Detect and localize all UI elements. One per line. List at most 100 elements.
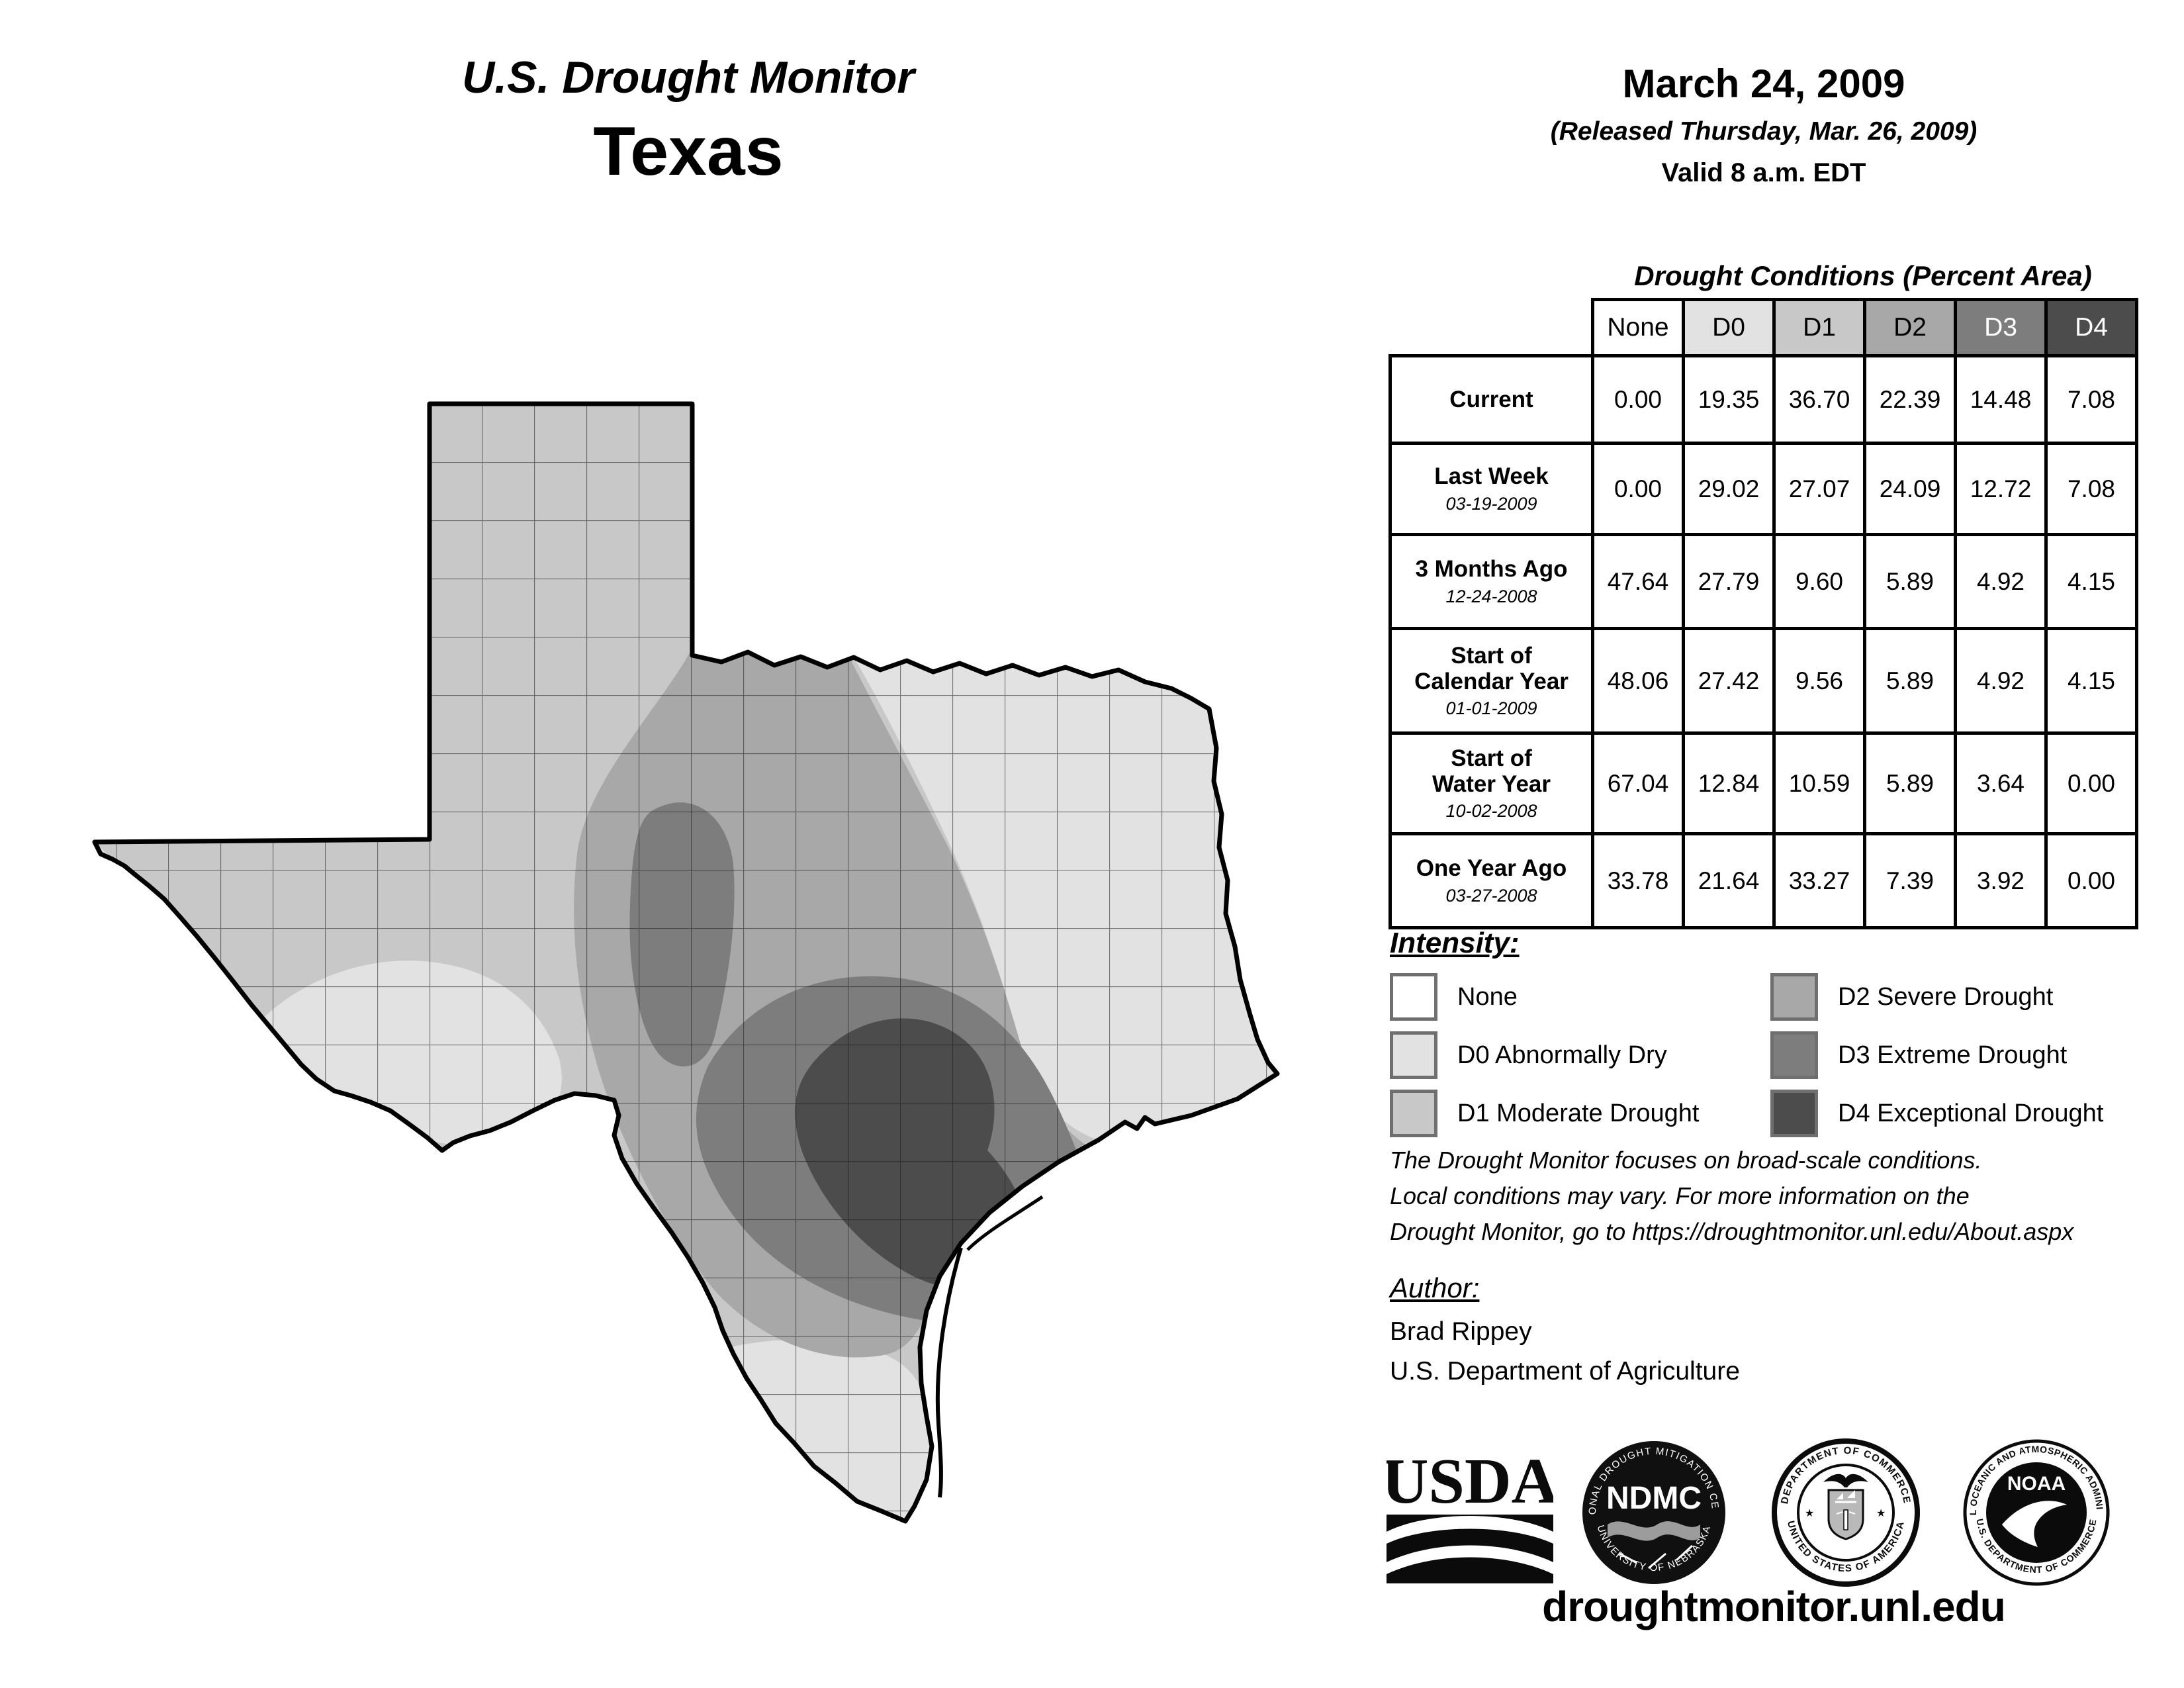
ndmc-wave (1608, 1521, 1700, 1541)
value-cell: 47.64 (1591, 533, 1685, 630)
commerce-lighthouse (1843, 1509, 1848, 1530)
row-date: 10-02-2008 (1445, 801, 1537, 821)
value-cell: 3.64 (1954, 731, 2048, 835)
value-cell: 4.92 (1954, 627, 2048, 735)
value-cell: 36.70 (1772, 354, 1866, 445)
value-cell: 9.56 (1772, 627, 1866, 735)
legend-item-d4: D4 Exceptional Drought (1770, 1090, 2151, 1137)
value-cell: 7.39 (1863, 832, 1957, 929)
usda-wordmark: USDA (1387, 1446, 1553, 1517)
disclaimer-line: Drought Monitor, go to https://droughtmo… (1390, 1218, 2074, 1245)
row-label: Start of Water Year (1432, 745, 1551, 797)
col-header-none: None (1591, 298, 1685, 357)
table-corner-cell (1390, 299, 1593, 356)
row-label: 3 Months Ago (1415, 556, 1568, 583)
value-cell: 5.89 (1863, 627, 1957, 735)
legend-label: D0 Abnormally Dry (1457, 1041, 1667, 1069)
drought-conditions-table: None D0 D1 D2 D3 D4 Current 0.00 19.35 3… (1388, 298, 2138, 929)
row-date: 01-01-2009 (1445, 698, 1537, 719)
disclaimer-line: The Drought Monitor focuses on broad-sca… (1390, 1147, 1982, 1174)
row-label: One Year Ago (1416, 855, 1567, 882)
date-block: March 24, 2009 (Released Thursday, Mar. … (1377, 61, 2151, 188)
commerce-seal: DEPARTMENT OF COMMERCE UNITED STATES OF … (1772, 1438, 1920, 1587)
author-heading: Author: (1390, 1272, 1480, 1303)
usda-swoosh-1 (1387, 1516, 1553, 1544)
county-grid-overlay (95, 404, 1277, 1521)
legend-swatch-d0 (1390, 1031, 1437, 1079)
value-cell: 14.48 (1954, 354, 2048, 445)
released-date: (Released Thursday, Mar. 26, 2009) (1550, 117, 1978, 146)
table-row: Last Week 03-19-2009 0.00 29.02 27.07 24… (1388, 442, 2138, 536)
legend-swatch-d4 (1770, 1090, 1818, 1137)
map-title-block: U.S. Drought Monitor Texas (0, 52, 1377, 191)
noaa-wordmark: NOAA (2007, 1473, 2066, 1495)
table-title: Drought Conditions (Percent Area) (1634, 260, 2092, 291)
noaa-seagull (2002, 1501, 2067, 1547)
col-header-d2: D2 (1863, 298, 1957, 357)
value-cell: 33.78 (1591, 832, 1685, 929)
value-cell: 4.15 (2044, 627, 2138, 735)
usda-swoosh-2 (1387, 1545, 1553, 1574)
legend-swatch-d3 (1770, 1031, 1818, 1079)
commerce-light-rays (1836, 1511, 1856, 1515)
table-row: 3 Months Ago 12-24-2008 47.64 27.79 9.60… (1388, 533, 2138, 630)
value-cell: 33.27 (1772, 832, 1866, 929)
legend-item-none: None (1390, 973, 1770, 1021)
value-cell: 27.42 (1682, 627, 1776, 735)
row-date: 03-27-2008 (1445, 885, 1537, 906)
author-org: U.S. Department of Agriculture (1390, 1357, 1740, 1385)
value-cell: 67.04 (1591, 731, 1685, 835)
value-cell: 9.60 (1772, 533, 1866, 630)
texas-drought-map (20, 311, 1350, 1642)
row-label: Last Week (1434, 463, 1549, 490)
table-row: Start of Calendar Year 01-01-2009 48.06 … (1388, 627, 2138, 735)
state-name: Texas (593, 113, 784, 190)
legend-swatch-none (1390, 973, 1437, 1021)
value-cell: 27.79 (1682, 533, 1776, 630)
legend-swatch-d2 (1770, 973, 1818, 1021)
legend: None D0 Abnormally Dry D1 Moderate Droug… (1390, 968, 2151, 1143)
ndmc-wordmark: NDMC (1606, 1481, 1702, 1516)
legend-label: D1 Moderate Drought (1457, 1099, 1700, 1127)
legend-label: D3 Extreme Drought (1838, 1041, 2068, 1069)
row-date: 12-24-2008 (1445, 586, 1537, 606)
commerce-ship-sails (1837, 1490, 1855, 1499)
commerce-star-left: ★ (1805, 1508, 1814, 1519)
legend-label: D2 Severe Drought (1838, 982, 2054, 1011)
value-cell: 22.39 (1863, 354, 1957, 445)
value-cell: 29.02 (1682, 442, 1776, 536)
barrier-island-matagorda (966, 1195, 1044, 1251)
legend-item-d0: D0 Abnormally Dry (1390, 1031, 1770, 1079)
site-url: droughtmonitor.unl.edu (1542, 1583, 2006, 1630)
value-cell: 7.08 (2044, 354, 2138, 445)
commerce-eagle (1823, 1474, 1868, 1487)
commerce-star-right: ★ (1876, 1508, 1886, 1519)
value-cell: 7.08 (2044, 442, 2138, 536)
ndmc-logo: NATIONAL DROUGHT MITIGATION CENTER UNIVE… (1582, 1441, 1725, 1584)
ndmc-cracks (1619, 1544, 1694, 1570)
col-header-d3: D3 (1954, 298, 2048, 357)
legend-label: None (1457, 982, 1518, 1011)
row-date: 03-19-2009 (1445, 493, 1537, 514)
row-label: Current (1449, 386, 1533, 412)
disclaimer-line: Local conditions may vary. For more info… (1390, 1182, 1970, 1209)
value-cell: 48.06 (1591, 627, 1685, 735)
table-row: Current 0.00 19.35 36.70 22.39 14.48 7.0… (1388, 354, 2138, 445)
value-cell: 10.59 (1772, 731, 1866, 835)
value-cell: 12.72 (1954, 442, 2048, 536)
report-title: U.S. Drought Monitor (462, 52, 915, 103)
value-cell: 4.92 (1954, 533, 2048, 630)
barrier-island-padre (935, 1247, 963, 1498)
value-cell: 5.89 (1863, 533, 1957, 630)
col-header-d0: D0 (1682, 298, 1776, 357)
row-label: Start of Calendar Year (1414, 642, 1569, 694)
noaa-logo: NATIONAL OCEANIC AND ATMOSPHERIC ADMINIS… (1963, 1439, 2110, 1586)
usda-logo: USDA (1387, 1446, 1553, 1583)
author-name: Brad Rippey (1390, 1317, 1532, 1346)
legend-heading: Intensity: (1390, 927, 1520, 959)
value-cell: 3.92 (1954, 832, 2048, 929)
value-cell: 5.89 (1863, 731, 1957, 835)
value-cell: 24.09 (1863, 442, 1957, 536)
value-cell: 21.64 (1682, 832, 1776, 929)
legend-item-d1: D1 Moderate Drought (1390, 1090, 1770, 1137)
